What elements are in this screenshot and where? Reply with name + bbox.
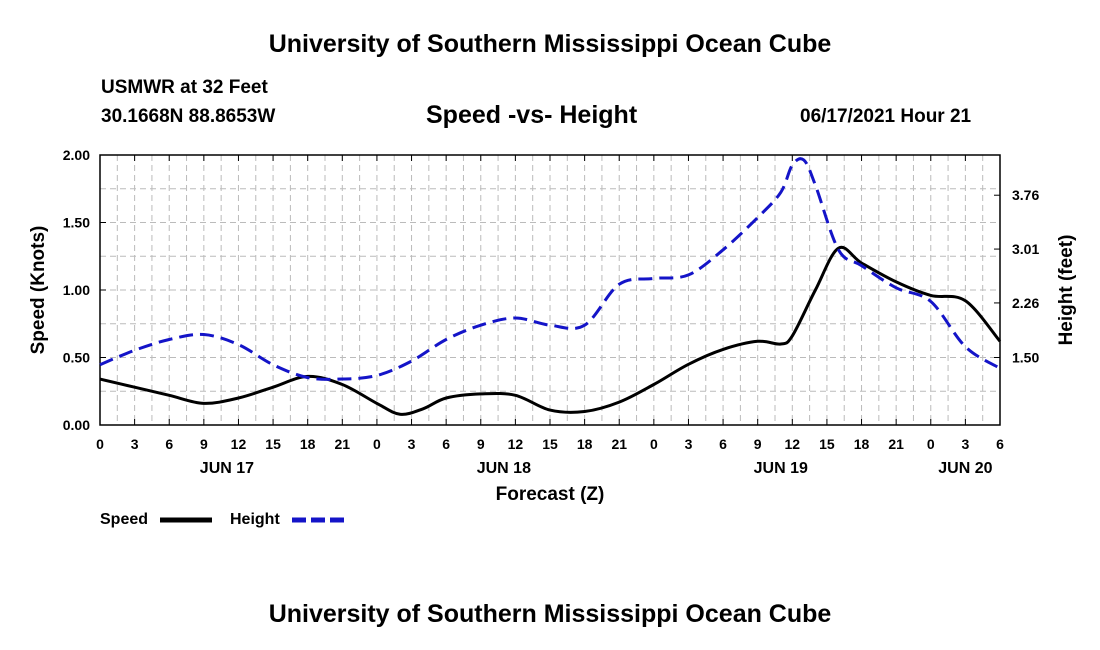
y2-tick-label: 3.76 [1012,187,1039,203]
x-tick-label: 12 [785,436,801,452]
date-label: JUN 18 [477,460,531,477]
x-tick-label: 12 [231,436,247,452]
x-tick-label: 0 [927,436,935,452]
grid-lines [100,155,1000,425]
y2-tick-label: 3.01 [1012,241,1039,257]
axis-labels: Forecast (Z) Speed (Knots) Height (feet) [28,226,1077,505]
y-axis-label: Speed (Knots) [28,226,49,355]
timestamp-label: 06/17/2021 Hour 21 [800,106,972,127]
x-tick-label: 9 [200,436,208,452]
x-tick-label: 0 [650,436,658,452]
height-series-line [99,157,1001,381]
chart-title: Speed -vs- Height [426,101,638,129]
x-tick-label: 9 [754,436,762,452]
station-label: USMWR at 32 Feet [101,77,268,98]
x-tick-label: 0 [96,436,104,452]
y-tick-label: 0.00 [63,417,90,433]
y-tick-label: 2.00 [63,147,90,163]
x-tick-label: 9 [477,436,485,452]
x-tick-label: 6 [165,436,173,452]
y2-axis-label: Height (feet) [1056,235,1077,346]
coordinates-label: 30.1668N 88.8653W [101,106,276,127]
x-tick-label: 15 [542,436,558,452]
series-lines [99,157,1002,416]
y-tick-label: 0.50 [63,350,90,366]
legend: Speed Height [100,511,344,528]
x-tick-label: 21 [335,436,351,452]
x-tick-label: 18 [300,436,316,452]
x-tick-label: 15 [265,436,281,452]
axis-ticks: 0 3 6 9 12 15 18 21 0 3 6 9 12 15 18 21 0 3 6 9 12 15 18 21 0 3 6 0… [63,147,1040,477]
x-tick-label: 12 [508,436,524,452]
x-tick-label: 3 [685,436,693,452]
x-axis-label: Forecast (Z) [496,484,605,505]
page-title: University of Southern Mississippi Ocean… [268,30,832,58]
date-label: JUN 20 [938,460,992,477]
y2-tick-label: 2.26 [1012,295,1039,311]
footer-title: University of Southern Mississippi Ocean… [268,600,832,628]
x-tick-label: 0 [373,436,381,452]
legend-label-height: Height [230,511,280,528]
x-tick-label: 21 [888,436,904,452]
date-label: JUN 17 [200,460,254,477]
x-tick-label: 6 [442,436,450,452]
x-tick-label: 3 [961,436,969,452]
x-tick-label: 18 [854,436,870,452]
x-tick-label: 21 [611,436,627,452]
date-label: JUN 19 [754,460,808,477]
x-tick-label: 3 [408,436,416,452]
x-tick-label: 6 [719,436,727,452]
y-tick-label: 1.50 [63,215,90,231]
x-tick-label: 18 [577,436,593,452]
legend-label-speed: Speed [100,511,148,528]
x-tick-label: 6 [996,436,1004,452]
y2-tick-label: 1.50 [1012,350,1039,366]
x-tick-label: 3 [131,436,139,452]
y-tick-label: 1.00 [63,282,90,298]
speed-series-line [99,245,1002,416]
x-tick-label: 15 [819,436,835,452]
